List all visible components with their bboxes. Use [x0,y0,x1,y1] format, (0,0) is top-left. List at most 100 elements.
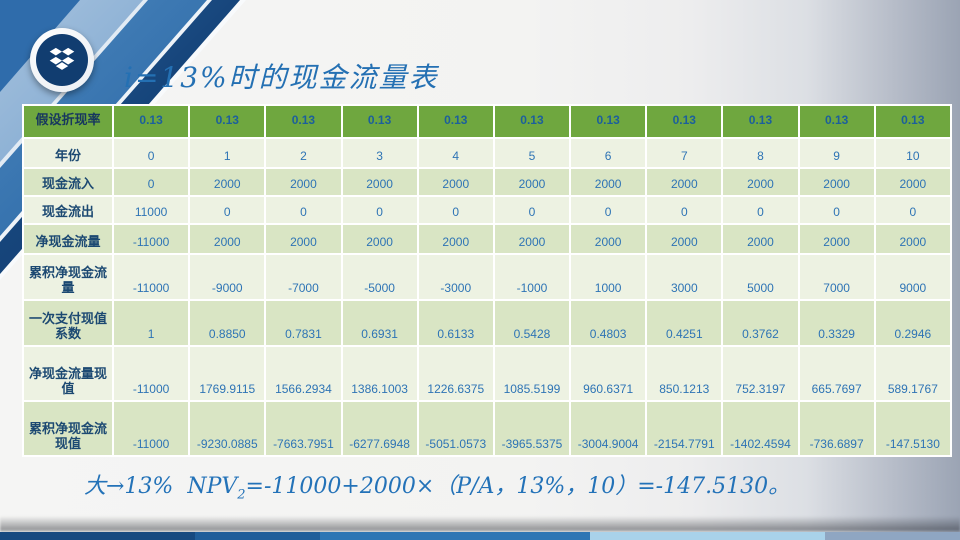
table-cell: 0.2946 [873,299,953,347]
table-cell: 0.6931 [340,299,419,347]
table-cell: 589.1767 [873,345,953,402]
footer-bar-segment [195,532,320,540]
table-cell: 6 [569,137,648,169]
formula-suffix: =-11000+2000×（P/A，13%，10）=-147.5130。 [245,474,791,499]
table-cell: 0 [569,195,648,225]
table-cell: 0.13 [569,104,648,139]
table-cell: 1226.6375 [416,345,495,402]
table-row: 净现金流量 -11000 2000 2000 2000 2000 2000 2000 2000 2… [22,223,953,255]
row-label: 现金流入 [22,167,114,197]
table-cell: 0.13 [111,104,191,139]
table-row: 净现金流量现值 -11000 1769.9115 1566.2934 1386.1003… [22,345,953,402]
table-row: 一次支付现值系数 1 0.8850 0.7831 0.6931 0.6133 0.5428 0… [22,299,953,347]
row-label: 假设折现率 [22,104,114,139]
formula-prefix: 大→13% NPV [84,474,238,499]
table-cell: 0.13 [797,104,876,139]
table-cell: 0.5428 [492,299,572,347]
table-cell: -9000 [188,253,267,301]
table-cell: 0 [492,195,572,225]
table-cell: 10 [873,137,953,169]
table-cell: 0 [111,137,191,169]
table-cell: 850.1213 [645,345,724,402]
table-row: 现金流入 0 2000 2000 2000 2000 2000 2000 2000 2000 200… [22,167,953,197]
table-cell: -1402.4594 [721,400,800,457]
table-cell: 1000 [569,253,648,301]
table-row: 年份 0 1 2 3 4 5 6 7 8 9 10 [22,137,953,169]
page-title: i=13%时的现金流量表 [124,61,439,94]
table-cell: 2000 [569,223,648,255]
table-cell: -11000 [111,253,191,301]
table-cell: 2000 [721,167,800,197]
footer-shadow-decoration [0,516,960,532]
table-cell: -6277.6948 [340,400,419,457]
table-cell: 2000 [264,167,343,197]
table-cell: -5051.0573 [416,400,495,457]
table-cell: 4 [416,137,495,169]
table-cell: 0 [873,195,953,225]
table-cell: -11000 [111,345,191,402]
table-cell: -3000 [416,253,495,301]
logo-badge [30,28,94,92]
table-cell: 2000 [340,223,419,255]
table-cell: 0 [111,167,191,197]
footer-accent-bar [0,532,960,540]
row-label: 累积净现金流量 [22,253,114,301]
row-label: 一次支付现值系数 [22,299,114,347]
table-cell: 2000 [492,167,572,197]
table-cell: 0.13 [873,104,953,139]
table-cell: 960.6371 [569,345,648,402]
footer-bar-segment [0,532,195,540]
table-cell: 0.4803 [569,299,648,347]
formula-subscript: 2 [237,487,246,503]
npv-formula: 大→13% NPV2=-11000+2000×（P/A，13%，10）=-147… [84,468,790,502]
table-cell: -9230.0885 [188,400,267,457]
table-cell: 8 [721,137,800,169]
table-row: 现金流出 11000 0 0 0 0 0 0 0 0 0 0 [22,195,953,225]
table-cell: 0.3762 [721,299,800,347]
table-cell: 0 [416,195,495,225]
table-cell: -147.5130 [873,400,953,457]
table-cell: 2000 [416,223,495,255]
table-cell: 2000 [721,223,800,255]
table-cell: 0 [188,195,267,225]
table-cell: 2000 [416,167,495,197]
table-cell: 752.3197 [721,345,800,402]
table-cell: -5000 [340,253,419,301]
table-cell: 0.6133 [416,299,495,347]
table-cell: 2000 [264,223,343,255]
table-cell: 0 [645,195,724,225]
table-cell: 0.7831 [264,299,343,347]
row-label: 净现金流量 [22,223,114,255]
table-cell: -11000 [111,400,191,457]
row-label: 年份 [22,137,114,169]
footer-bar-segment [320,532,590,540]
table-cell: 11000 [111,195,191,225]
table-cell: -3004.9004 [569,400,648,457]
row-label: 净现金流量现值 [22,345,114,402]
table-cell: 0.13 [264,104,343,139]
table-cell: 2000 [797,223,876,255]
table-cell: 1386.1003 [340,345,419,402]
footer-bar-segment [590,532,825,540]
table-cell: 2000 [188,167,267,197]
table-cell: -7663.7951 [264,400,343,457]
table-cell: 1 [188,137,267,169]
table-cell: -736.6897 [797,400,876,457]
table-cell: -3965.5375 [492,400,572,457]
table-cell: 1566.2934 [264,345,343,402]
table-cell: 2000 [797,167,876,197]
table-cell: 0 [721,195,800,225]
table-cell: 2000 [645,223,724,255]
table-cell: 3000 [645,253,724,301]
table-cell: 0.13 [340,104,419,139]
table-cell: 7000 [797,253,876,301]
table-cell: -7000 [264,253,343,301]
table-cell: 1769.9115 [188,345,267,402]
table-cell: 0.13 [645,104,724,139]
table-cell: 2000 [569,167,648,197]
table-cell: 2000 [645,167,724,197]
table-row: 累积净现金流现值 -11000 -9230.0885 -7663.7951 -6277.… [22,400,953,457]
table-cell: 1 [111,299,191,347]
table-cell: 2000 [873,167,953,197]
